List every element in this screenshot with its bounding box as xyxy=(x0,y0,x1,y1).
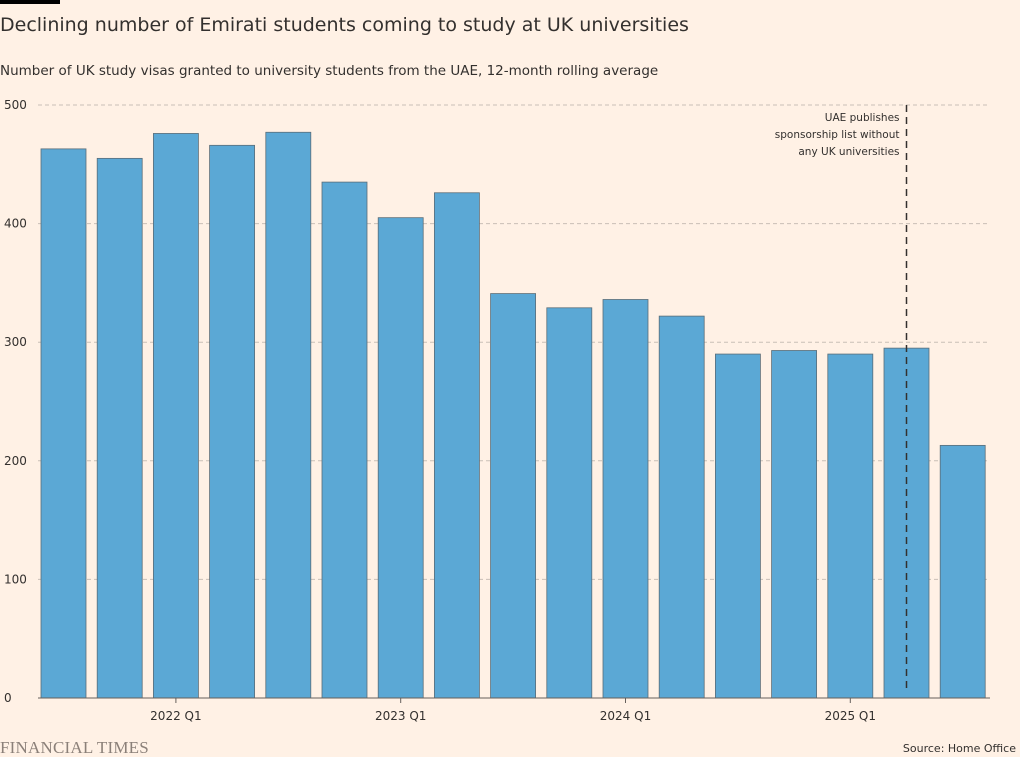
ft-logo: FINANCIAL TIMES xyxy=(0,738,149,757)
x-tick-label: 2022 Q1 xyxy=(150,709,201,723)
x-tick-label: 2024 Q1 xyxy=(600,709,651,723)
bar-2022-Q4 xyxy=(321,181,368,699)
bar-2022-Q3 xyxy=(265,131,312,699)
bar-2025-Q1 xyxy=(827,353,874,699)
bar-2022-Q2 xyxy=(209,144,256,699)
annotation-text: UAE publishes xyxy=(825,112,900,124)
bar-2023-Q4 xyxy=(546,307,593,699)
y-tick-label: 200 xyxy=(4,454,27,468)
bar-2024-Q1 xyxy=(602,299,649,699)
bar-2021-Q3 xyxy=(40,148,87,699)
x-tick-label: 2023 Q1 xyxy=(375,709,426,723)
chart-title: Declining number of Emirati students com… xyxy=(0,14,689,36)
y-tick-label: 500 xyxy=(4,98,27,112)
annotation-text: sponsorship list without xyxy=(775,129,900,141)
x-tick-label: 2025 Q1 xyxy=(825,709,876,723)
bar-2021-Q4 xyxy=(96,157,143,699)
chart-subtitle: Number of UK study visas granted to univ… xyxy=(0,63,659,79)
y-tick-label: 300 xyxy=(4,335,27,349)
annotation-text: any UK universities xyxy=(798,146,899,158)
y-tick-label: 400 xyxy=(4,217,27,231)
y-tick-label: 100 xyxy=(4,572,27,586)
bar-2023-Q2 xyxy=(433,192,480,699)
bar-2025-Q3 xyxy=(939,444,986,699)
bar-2023-Q3 xyxy=(490,293,537,699)
source-note: Source: Home Office xyxy=(902,742,1016,755)
brand-bar xyxy=(0,0,60,4)
bar-2022-Q1 xyxy=(152,133,199,699)
bar-2024-Q3 xyxy=(715,353,761,699)
bar-2024-Q2 xyxy=(658,315,705,699)
bar-2024-Q4 xyxy=(771,350,817,699)
y-tick-label: 0 xyxy=(4,691,12,705)
bar-2023-Q1 xyxy=(377,217,424,699)
